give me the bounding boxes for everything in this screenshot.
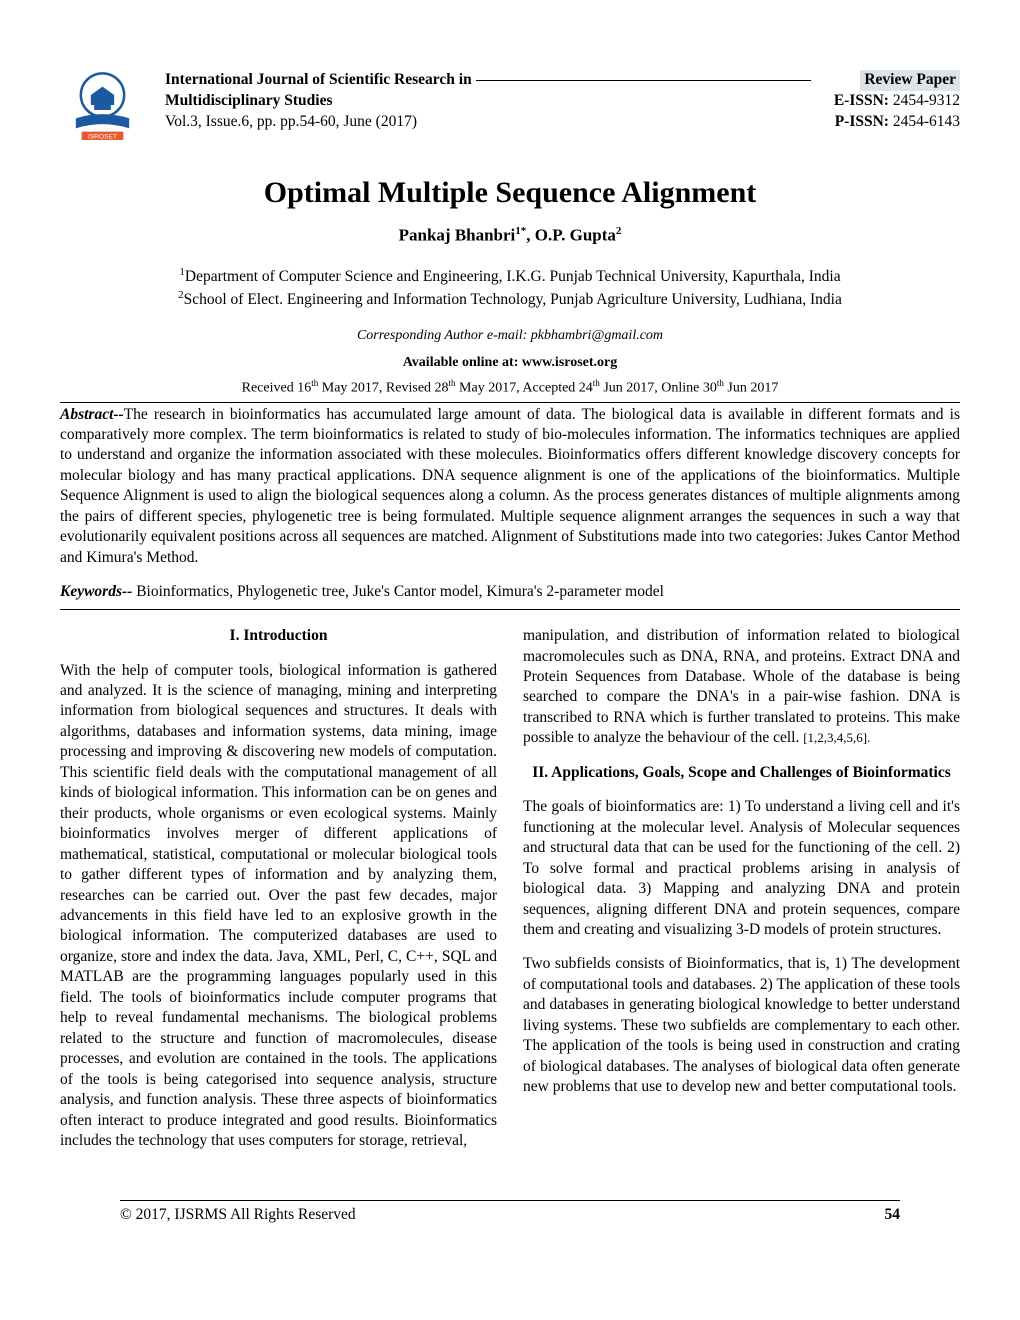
pissn: P-ISSN: 2454-6143 — [835, 112, 960, 133]
divider-1 — [60, 402, 960, 403]
column-right: manipulation, and distribution of inform… — [523, 626, 960, 1165]
authors: Pankaj Bhanbri1*, O.P. Gupta2 — [60, 224, 960, 248]
col2-para1: The goals of bioinformatics are: 1) To u… — [523, 797, 960, 940]
header-line-2: Multidisciplinary Studies E-ISSN: 2454-9… — [165, 91, 960, 112]
publication-dates: Received 16th May 2017, Revised 28th May… — [60, 377, 960, 399]
header-line-1: International Journal of Scientific Rese… — [165, 70, 960, 91]
col1-para1: With the help of computer tools, biologi… — [60, 661, 497, 1152]
header-line-3: Vol.3, Issue.6, pp. pp.54-60, June (2017… — [165, 112, 960, 133]
column-left: I. Introduction With the help of compute… — [60, 626, 497, 1165]
journal-title: International Journal of Scientific Rese… — [165, 70, 811, 91]
abstract: Abstract--The research in bioinformatics… — [60, 405, 960, 569]
page-number: 54 — [885, 1205, 901, 1226]
copyright-text: © 2017, IJSRMS All Rights Reserved — [120, 1205, 356, 1226]
paper-title: Optimal Multiple Sequence Alignment — [60, 173, 960, 214]
abstract-text: The research in bioinformatics has accum… — [60, 406, 960, 566]
header-text-block: International Journal of Scientific Rese… — [165, 70, 960, 133]
page-footer: © 2017, IJSRMS All Rights Reserved 54 — [120, 1200, 900, 1226]
section-1-heading: I. Introduction — [60, 626, 497, 646]
journal-logo: ISROSET — [60, 70, 145, 145]
logo-text: ISROSET — [88, 133, 117, 140]
abstract-label: Abstract-- — [60, 406, 124, 423]
corresponding-author: Corresponding Author e-mail: pkbhambri@g… — [60, 327, 960, 346]
volume-info: Vol.3, Issue.6, pp. pp.54-60, June (2017… — [165, 112, 417, 133]
affiliations: 1Department of Computer Science and Engi… — [60, 265, 960, 311]
two-column-body: I. Introduction With the help of compute… — [60, 626, 960, 1165]
divider-2 — [60, 609, 960, 610]
page-container: ISROSET International Journal of Scienti… — [60, 70, 960, 1270]
eissn: E-ISSN: 2454-9312 — [834, 91, 960, 112]
journal-subtitle: Multidisciplinary Studies — [165, 91, 333, 112]
paper-type-badge: Review Paper — [860, 70, 960, 91]
keywords-text: Bioinformatics, Phylogenetic tree, Juke'… — [132, 583, 664, 600]
journal-header: ISROSET International Journal of Scienti… — [60, 70, 960, 145]
col2-para-top: manipulation, and distribution of inform… — [523, 626, 960, 749]
keywords-label: Keywords-- — [60, 583, 132, 600]
section-2-heading: II. Applications, Goals, Scope and Chall… — [523, 763, 960, 783]
available-online: Available online at: www.isroset.org — [60, 354, 960, 373]
keywords: Keywords-- Bioinformatics, Phylogenetic … — [60, 582, 960, 603]
col2-para2: Two subfields consists of Bioinformatics… — [523, 954, 960, 1097]
